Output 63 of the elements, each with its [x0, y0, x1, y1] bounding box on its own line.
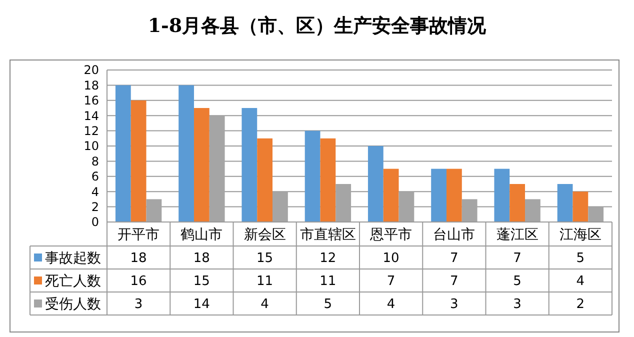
x-tick-label: 开平市 [118, 226, 160, 243]
data-label: 3 [134, 297, 143, 312]
data-label: 5 [324, 297, 332, 312]
bar [320, 138, 336, 222]
data-label: 7 [450, 251, 458, 266]
chart-title: 1-8月各县（市、区）生产安全事故情况 [148, 15, 488, 37]
bar [383, 168, 399, 222]
bar [431, 168, 446, 222]
bar [446, 168, 462, 222]
data-label: 2 [576, 297, 585, 312]
bar [194, 108, 210, 222]
bar [242, 108, 258, 222]
legend-label: 死亡人数 [45, 273, 101, 290]
y-tick-label: 6 [91, 170, 99, 184]
data-label: 7 [513, 251, 522, 266]
data-label: 4 [386, 297, 396, 312]
data-label: 11 [320, 274, 336, 290]
x-tick-label: 市直辖区 [300, 226, 356, 243]
x-tick-label: 蓬江区 [496, 226, 538, 243]
data-label: 4 [576, 274, 585, 290]
bar [572, 192, 588, 222]
bar [494, 168, 510, 222]
y-tick-label: 20 [84, 63, 99, 78]
y-tick-label: 10 [84, 139, 99, 154]
x-tick-label: 恩平市 [369, 226, 412, 243]
data-label: 11 [256, 274, 274, 290]
data-label: 7 [450, 274, 458, 290]
y-tick-label: 12 [84, 124, 99, 138]
data-label: 18 [130, 251, 147, 266]
data-label: 18 [193, 251, 210, 266]
legend-label: 事故起数 [45, 250, 101, 266]
bar [178, 85, 194, 222]
y-tick-label: 16 [84, 94, 99, 108]
x-tick-label: 新会区 [244, 226, 286, 243]
data-label: 15 [193, 274, 210, 290]
y-tick-label: 14 [84, 108, 99, 123]
y-tick-label: 8 [91, 154, 99, 168]
data-label: 5 [513, 274, 522, 290]
bar [510, 184, 526, 222]
bar [304, 130, 320, 222]
bar [257, 138, 273, 222]
bar [130, 100, 146, 222]
y-tick-label: 18 [84, 78, 99, 92]
bar [557, 184, 573, 222]
y-tick-label: 4 [91, 184, 99, 199]
data-label: 3 [450, 297, 458, 312]
x-tick-label: 台山市 [433, 226, 476, 243]
data-label: 5 [576, 251, 585, 266]
bar [368, 146, 384, 222]
data-label: 15 [256, 251, 274, 266]
data-label: 10 [382, 251, 400, 266]
data-label: 4 [260, 297, 269, 312]
x-tick-label: 江海区 [559, 226, 602, 243]
x-tick-label: 鹤山市 [180, 226, 223, 243]
data-label: 3 [513, 297, 522, 312]
data-label: 12 [320, 251, 336, 266]
data-label: 7 [386, 274, 396, 290]
legend-label: 受伤人数 [45, 296, 101, 312]
data-label: 14 [193, 297, 210, 312]
y-tick-label: 0 [91, 215, 99, 230]
data-label: 16 [130, 274, 147, 290]
bar [115, 85, 131, 222]
y-tick-label: 2 [91, 200, 99, 214]
